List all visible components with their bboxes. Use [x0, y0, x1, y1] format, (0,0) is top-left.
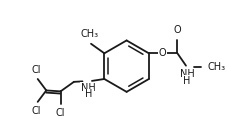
Text: O: O — [158, 48, 166, 58]
Text: Cl: Cl — [56, 108, 65, 118]
Text: Cl: Cl — [31, 65, 41, 75]
Text: NH: NH — [81, 83, 96, 93]
Text: Cl: Cl — [31, 106, 41, 116]
Text: H: H — [85, 89, 93, 99]
Text: CH₃: CH₃ — [208, 62, 226, 72]
Text: H: H — [183, 76, 191, 86]
Text: NH: NH — [180, 69, 194, 79]
Text: O: O — [174, 25, 181, 35]
Text: CH₃: CH₃ — [80, 29, 98, 39]
